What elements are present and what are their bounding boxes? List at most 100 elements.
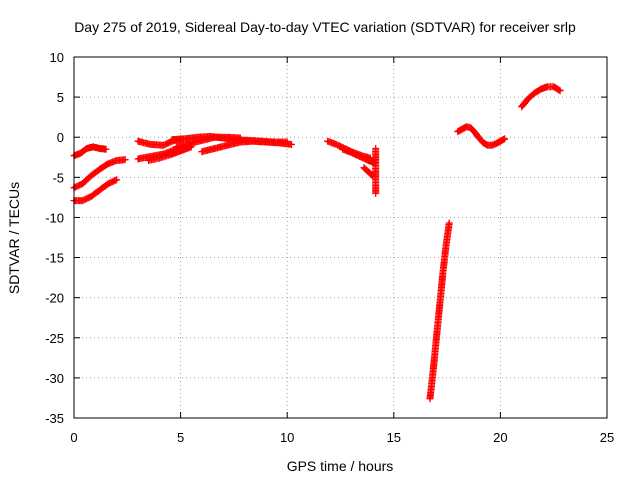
data-point: [98, 147, 101, 150]
data-point: [526, 97, 530, 100]
series-points: [70, 176, 121, 205]
data-point: [106, 182, 110, 185]
series-arc15: [454, 123, 509, 149]
data-point: [226, 136, 229, 139]
data-point: [196, 136, 199, 139]
x-tick-label: 15: [387, 430, 401, 445]
data-point: [349, 151, 353, 154]
data-point: [552, 85, 555, 88]
data-point: [175, 145, 178, 149]
data-point: [441, 272, 445, 275]
series-points: [426, 219, 453, 403]
series-arc6: [145, 143, 195, 164]
data-point: [335, 143, 338, 146]
data-point: [290, 143, 293, 146]
series-arc8: [172, 133, 244, 151]
series-arc16: [518, 83, 564, 111]
data-point: [91, 145, 95, 149]
data-point: [264, 140, 268, 144]
y-tick-label: 5: [57, 90, 64, 105]
data-layer: [70, 83, 564, 403]
data-point: [226, 144, 229, 147]
data-point: [136, 140, 140, 143]
data-point: [358, 155, 361, 158]
grid-layer: [74, 57, 607, 418]
series-arc11: [339, 145, 379, 167]
data-point: [367, 159, 370, 162]
data-point: [79, 152, 82, 155]
data-point: [482, 141, 485, 145]
data-point: [89, 174, 93, 177]
data-point: [469, 126, 472, 129]
y-tick-label: -5: [52, 170, 64, 185]
data-point: [149, 143, 152, 146]
series-points: [518, 83, 564, 111]
data-point: [428, 397, 432, 400]
series-points: [70, 156, 129, 192]
y-tick-label: 10: [50, 50, 64, 65]
data-point: [239, 140, 242, 144]
ticks-layer: 0 5 10 15 20 25 10 5 0 -5 -10 -15 -20 -25 -30 -35: [45, 50, 614, 445]
series-points: [454, 123, 509, 149]
data-point: [520, 105, 523, 108]
y-tick-label: -10: [45, 210, 64, 225]
data-point: [136, 157, 140, 161]
data-point: [456, 130, 459, 133]
series-points: [70, 143, 110, 160]
data-point: [85, 147, 88, 150]
data-point: [213, 136, 216, 139]
data-point: [158, 156, 161, 160]
data-point: [444, 244, 448, 247]
data-point: [115, 159, 118, 162]
data-point: [106, 162, 110, 165]
data-point: [277, 141, 280, 145]
x-axis-label: GPS time / hours: [287, 458, 394, 474]
data-point: [558, 89, 562, 92]
data-point: [539, 87, 543, 91]
data-point: [187, 142, 191, 145]
data-point: [179, 149, 182, 153]
series-arc1: [70, 143, 110, 160]
data-point: [326, 140, 329, 143]
y-tick-label: -25: [45, 331, 64, 346]
y-axis-label: SDTVAR / TECUs: [6, 182, 22, 294]
data-point: [499, 140, 502, 143]
y-tick-label: -35: [45, 411, 64, 426]
data-point: [168, 153, 172, 157]
data-point: [448, 221, 451, 225]
series-arc14: [426, 219, 453, 403]
data-point: [200, 150, 204, 153]
series-arc2: [70, 156, 129, 192]
data-point: [465, 125, 468, 128]
series-arc9: [198, 137, 295, 156]
data-point: [183, 137, 187, 141]
data-point: [374, 147, 377, 150]
x-tick-label: 20: [493, 430, 507, 445]
data-point: [104, 148, 108, 151]
series-points: [372, 145, 380, 197]
data-point: [213, 147, 216, 150]
data-point: [473, 131, 477, 134]
data-point: [115, 178, 118, 181]
x-tick-label: 10: [280, 430, 294, 445]
data-point: [490, 144, 494, 147]
data-point: [374, 192, 377, 195]
data-point: [533, 91, 536, 95]
y-tick-label: -30: [45, 371, 64, 386]
chart-title: Day 275 of 2019, Sidereal Day-to-day VTE…: [74, 19, 576, 35]
data-point: [200, 139, 204, 142]
data-point: [486, 144, 489, 147]
data-point: [362, 166, 366, 169]
data-point: [147, 159, 150, 162]
data-point: [546, 85, 549, 88]
data-point: [123, 158, 127, 161]
data-point: [477, 136, 481, 140]
data-point: [170, 138, 174, 141]
data-point: [81, 199, 84, 202]
series-arc13: [372, 145, 380, 197]
data-point: [98, 168, 101, 171]
data-point: [251, 140, 255, 143]
data-point: [341, 148, 344, 151]
data-point: [162, 144, 165, 147]
